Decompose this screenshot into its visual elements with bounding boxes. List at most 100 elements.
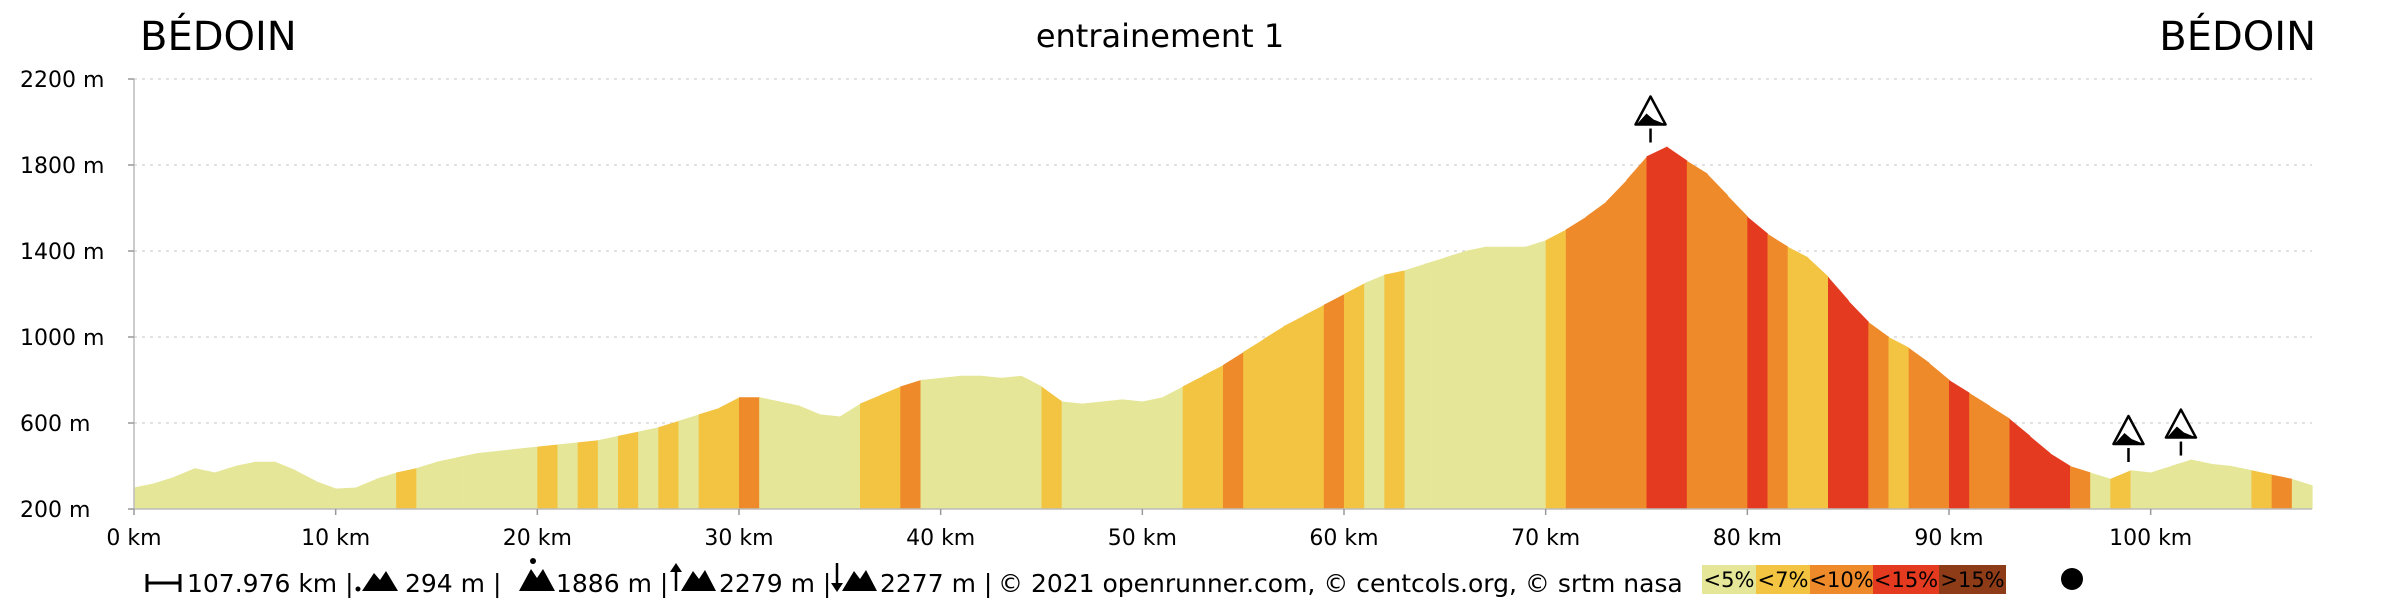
elevation-segment xyxy=(456,453,478,509)
elevation-segment xyxy=(214,466,236,509)
elevation-segment xyxy=(174,468,196,509)
elevation-segment xyxy=(1969,392,1990,509)
elevation-segment xyxy=(880,386,901,509)
elevation-segment xyxy=(1041,386,1063,509)
elevation-segment xyxy=(1868,321,1890,509)
elevation-segment xyxy=(940,375,962,509)
elevation-segment xyxy=(1767,233,1789,510)
elevation-segment xyxy=(819,414,841,509)
gradient-legend: <5% <7% <10% <15% >15% xyxy=(1702,565,2006,594)
elevation-segment xyxy=(1485,246,1506,509)
elevation-segment xyxy=(577,440,599,509)
elevation-segment xyxy=(1525,240,1547,509)
elevation-segment xyxy=(2070,466,2091,509)
summit-markers xyxy=(1634,95,2198,462)
elevation-segment xyxy=(1142,397,1164,509)
copyright-text: © 2021 openrunner.com, © centcols.org, ©… xyxy=(998,569,1683,598)
elevation-segment xyxy=(1223,352,1244,509)
x-tick-label: 90 km xyxy=(1914,526,1983,551)
descent-icon xyxy=(831,563,877,592)
elevation-segment xyxy=(618,431,639,509)
elevation-segment xyxy=(678,414,700,509)
elevation-segment xyxy=(1465,246,1486,509)
elevation-segment xyxy=(1202,364,1224,509)
elevation-segment xyxy=(2049,453,2071,509)
x-tick-label: 50 km xyxy=(1108,526,1177,551)
elevation-segment xyxy=(1243,339,1264,509)
elevation-segment xyxy=(1323,294,1345,509)
elevation-segment xyxy=(1565,216,1587,509)
x-tick-label: 70 km xyxy=(1511,526,1580,551)
elevation-segment xyxy=(1283,315,1305,509)
distance-value: 107.976 km | xyxy=(187,569,354,598)
elevation-segment xyxy=(2231,466,2253,509)
elevation-segment xyxy=(1162,386,1184,509)
x-tick-label: 40 km xyxy=(906,526,975,551)
elevation-segment xyxy=(1747,216,1769,509)
elevation-segment xyxy=(194,468,216,509)
elevation-segment xyxy=(1061,401,1083,509)
elevation-segment xyxy=(2029,435,2051,509)
elevation-segment xyxy=(1928,362,1950,509)
elevation-segment xyxy=(154,476,175,509)
elevation-area xyxy=(134,146,2313,510)
elevation-segment xyxy=(1908,347,1930,509)
elevation-segment xyxy=(1505,246,1527,509)
axes: 200 m 600 m 1000 m 1400 m 1800 m 2200 m 0 km 10… xyxy=(20,68,2312,551)
summit-marker xyxy=(1634,95,1667,143)
elevation-segment xyxy=(2130,470,2152,509)
elevation-segment xyxy=(860,395,881,509)
elevation-segment xyxy=(476,450,498,509)
elevation-segment xyxy=(315,481,337,509)
elevation-segment xyxy=(2211,463,2232,509)
min-altitude-icon xyxy=(355,571,398,592)
elevation-segment xyxy=(1344,283,1365,509)
ascent-value: 2279 m | xyxy=(719,569,831,598)
elevation-segment xyxy=(1606,180,1627,510)
elevation-segment xyxy=(275,461,296,509)
ascent-icon xyxy=(670,563,716,591)
elevation-segment xyxy=(739,397,760,509)
elevation-segment xyxy=(638,427,659,509)
descent-value: 2277 m | xyxy=(880,569,992,598)
elevation-segment xyxy=(234,461,256,509)
elevation-segment xyxy=(134,483,155,509)
x-tick-label: 20 km xyxy=(503,526,572,551)
elevation-segment xyxy=(1102,399,1123,509)
summit-marker xyxy=(2112,414,2145,462)
x-tick-label: 60 km xyxy=(1309,526,1378,551)
elevation-segment xyxy=(2291,478,2313,509)
y-tick-label: 2200 m xyxy=(20,68,104,93)
legend-swatch xyxy=(1810,565,1873,594)
legend-label: >15% xyxy=(1940,568,2004,592)
legend-swatch xyxy=(1939,565,2006,594)
elevation-segment xyxy=(779,401,801,509)
elevation-segment xyxy=(1384,270,1406,509)
elevation-segment xyxy=(416,461,438,509)
elevation-segment xyxy=(1021,375,1043,509)
elevation-segment xyxy=(1081,401,1103,509)
elevation-segment xyxy=(597,435,619,509)
elevation-segment xyxy=(355,478,377,509)
mountain-pass-icon-fill xyxy=(2167,426,2194,437)
stats-footer: 107.976 km | 294 m | 1886 m | 2279 m | xyxy=(145,558,1683,598)
elevation-segment xyxy=(658,420,680,509)
elevation-segment xyxy=(436,457,458,509)
elevation-segment xyxy=(2191,459,2212,509)
elevation-segment xyxy=(2271,474,2293,509)
elevation-segment xyxy=(1182,375,1204,509)
elevation-segment xyxy=(2110,470,2132,509)
elevation-segment xyxy=(517,446,538,509)
elevation-segment xyxy=(1444,251,1466,509)
elevation-segment xyxy=(759,397,780,509)
elevation-segment xyxy=(1001,375,1022,509)
elevation-segment xyxy=(1807,257,1829,509)
elevation-segment xyxy=(900,380,922,509)
elevation-segment xyxy=(1888,337,1910,509)
elevation-segment xyxy=(1364,274,1385,509)
mountain-pass-icon-fill xyxy=(2115,433,2142,443)
elevation-segment xyxy=(2170,459,2192,509)
elevation-segment xyxy=(1646,146,1668,509)
elevation-segment xyxy=(557,442,579,509)
